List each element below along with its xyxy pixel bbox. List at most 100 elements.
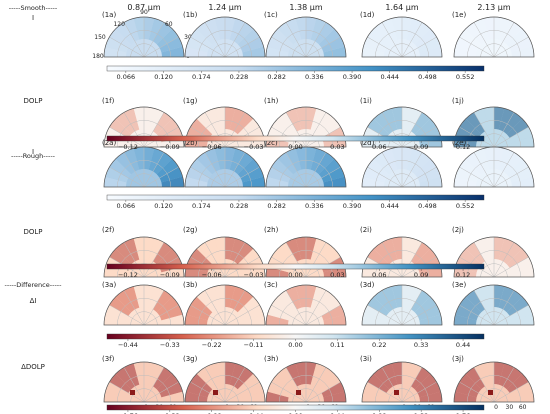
polar-panel: (3a) <box>102 281 185 326</box>
panel-wedge <box>109 373 132 393</box>
panel-wedge <box>310 148 326 172</box>
panel-wedge <box>156 296 179 316</box>
panel-wedge <box>109 158 132 178</box>
panel-wedge <box>503 367 523 390</box>
colorbar-tick-label: 1.32 <box>414 412 428 414</box>
colorbar-tick-label: −0.03 <box>244 143 264 151</box>
panel-wedge <box>474 148 490 172</box>
panel-wedge <box>205 18 221 42</box>
panel-wedge <box>237 296 260 316</box>
panel-label: (3h) <box>264 355 279 363</box>
panel-label: (2c) <box>264 139 278 147</box>
panel-label: (2e) <box>452 139 466 147</box>
panel-wedge <box>414 28 437 48</box>
panel-wedge <box>196 290 216 313</box>
panel-wedge <box>414 118 437 138</box>
colorbar-tick-label: −0.44 <box>118 341 138 349</box>
panel-wedge <box>161 391 184 402</box>
panel-label: (3j) <box>452 355 464 363</box>
panel-wedge <box>185 391 208 402</box>
panel-wedge <box>286 286 302 310</box>
grid-spoke <box>459 166 495 188</box>
polar-panel: (2i) <box>360 226 443 278</box>
grid-spoke <box>224 381 260 403</box>
wavelength-header: 0.87 μm 1.24 μm 1.38 μm 1.64 μm 2.13 μm <box>127 3 510 12</box>
panel-wedge <box>295 285 306 308</box>
panel-wedge <box>454 46 477 57</box>
panel-outline <box>453 146 535 188</box>
panel-wedge <box>494 107 505 130</box>
panel-wedge <box>225 107 236 130</box>
panel-wedge <box>105 305 129 321</box>
colorbar-tick-label: 0.11 <box>330 341 344 349</box>
colorbar: −0.12 −0.09 −0.06 −0.03 0.00 0.03 0.06 0.09 0.12 <box>106 263 485 279</box>
panel-outline <box>361 106 443 148</box>
grid-spoke <box>285 152 307 188</box>
panel-wedge <box>459 118 482 138</box>
grid-spoke <box>459 36 495 58</box>
panel-wedge <box>310 18 326 42</box>
panel-wedge <box>225 237 236 260</box>
colorbar-tick-label: 0.00 <box>288 412 302 414</box>
panel-wedge <box>382 238 398 262</box>
polar-panel: (1d) <box>360 11 443 58</box>
panel-wedge <box>156 118 179 138</box>
colorbar-tick-label: −1.32 <box>160 412 180 414</box>
panel-label: (2d) <box>360 139 375 147</box>
grid-spoke <box>109 36 145 58</box>
row-label: DOLP <box>23 228 42 236</box>
hotspot-mark <box>488 390 493 395</box>
colorbar-tick-label: 0.174 <box>192 202 211 210</box>
polar-panel: (1j) <box>452 97 535 148</box>
colorbar-gradient <box>106 404 485 411</box>
panel-wedge <box>190 248 213 268</box>
panel-wedge <box>240 382 264 398</box>
panel-wedge <box>214 17 225 40</box>
row-label: ΔDOLP <box>21 363 45 371</box>
colorbar-tick-label: 0.174 <box>192 73 211 81</box>
panel-wedge <box>237 118 260 138</box>
polar-panel: (3c) <box>264 281 347 326</box>
colorbar-tick-label: 0.00 <box>288 143 302 151</box>
grid-spoke <box>401 22 423 58</box>
panel-label: (2g) <box>183 226 198 234</box>
panel-label: (2f) <box>102 226 115 234</box>
colorbar-tick-label: 0.00 <box>288 341 302 349</box>
panel-wedge <box>402 107 413 130</box>
panel-outline <box>265 146 347 188</box>
grid-spoke <box>271 304 307 326</box>
panel-label: (2j) <box>452 226 464 234</box>
grid-spoke <box>493 36 529 58</box>
polar-panel: (2b) <box>183 139 266 188</box>
panel-wedge <box>185 46 208 57</box>
panel-wedge <box>498 108 514 132</box>
panel-wedge <box>406 363 422 387</box>
colorbar-tick-label: 0.06 <box>372 143 386 151</box>
grid-spoke <box>305 22 327 58</box>
panel-wedge <box>190 158 213 178</box>
grid-spoke <box>401 304 437 326</box>
panel-wedge <box>133 237 144 260</box>
panel-wedge <box>419 46 442 57</box>
colorbar: 0.066 0.120 0.174 0.228 0.282 0.336 0.390 0.444… <box>106 65 485 81</box>
panel-wedge <box>295 17 306 40</box>
grid-spoke <box>123 22 145 58</box>
colorbar-gradient <box>106 135 485 142</box>
panel-wedge <box>382 148 398 172</box>
grid-spoke <box>143 112 165 148</box>
grid-spoke <box>367 36 403 58</box>
panel-wedge <box>417 37 441 53</box>
panel-outline <box>453 284 535 326</box>
panel-wedge <box>156 158 179 178</box>
panel-wedge <box>271 118 294 138</box>
panel-wedge <box>186 167 210 183</box>
grid-spoke <box>109 381 145 403</box>
colorbar-tick-label: 0.228 <box>230 73 249 81</box>
panel-wedge <box>277 242 297 265</box>
panel-wedge <box>373 290 393 313</box>
grid-spoke <box>401 367 423 403</box>
panel-wedge <box>286 148 302 172</box>
panel-wedge <box>266 314 289 325</box>
grid-spoke <box>381 152 403 188</box>
grid-spoke <box>305 381 341 403</box>
